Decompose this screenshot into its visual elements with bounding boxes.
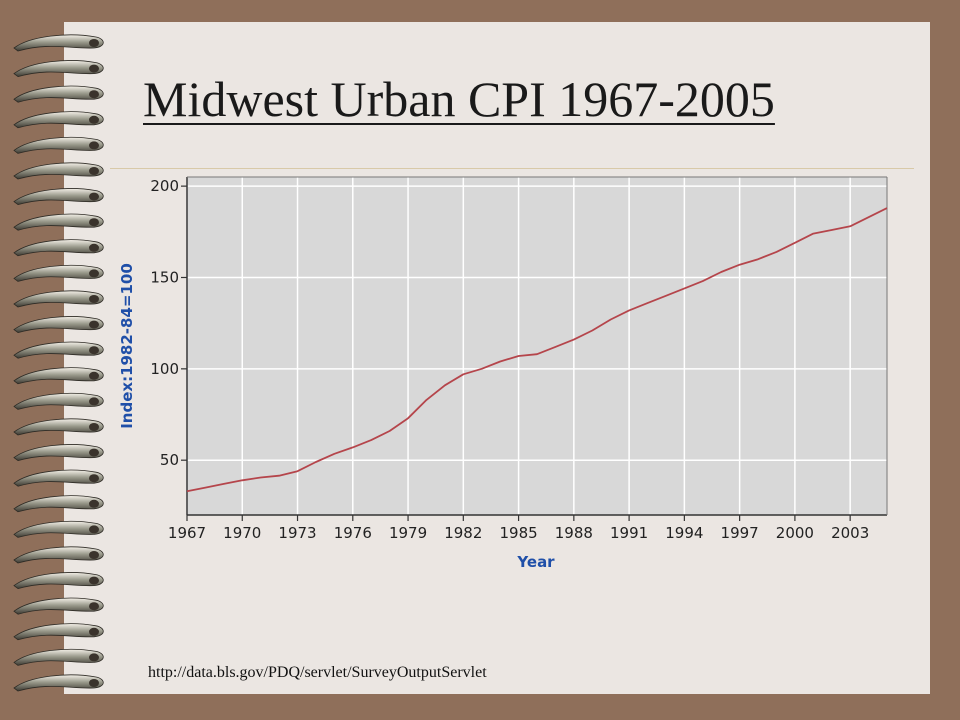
x-tick-label: 1982 (444, 524, 482, 542)
spiral-ring (13, 648, 104, 666)
plot-area (187, 177, 887, 515)
cpi-series-line (186, 207, 888, 493)
x-tick-label: 1970 (223, 524, 261, 542)
spiral-ring (13, 290, 104, 308)
x-tick-label: 1976 (334, 524, 372, 542)
spiral-binding (13, 34, 104, 692)
x-tick-label: 1967 (168, 524, 206, 542)
x-tick-label: 1994 (665, 524, 703, 542)
y-tick-label: 50 (160, 451, 179, 469)
spiral-ring (13, 674, 104, 692)
spiral-ring (13, 444, 104, 462)
x-tick-label: 1997 (721, 524, 759, 542)
spiral-ring (13, 136, 104, 154)
spiral-ring (13, 60, 104, 78)
x-tick-label: 1979 (389, 524, 427, 542)
x-axis-title: Year (516, 553, 555, 571)
slide-title: Midwest Urban CPI 1967-2005 (143, 71, 775, 127)
spiral-ring (13, 546, 104, 564)
spiral-ring (13, 34, 104, 52)
source-url: http://data.bls.gov/PDQ/servlet/SurveyOu… (148, 664, 487, 681)
spiral-ring (13, 188, 104, 206)
spiral-ring (13, 111, 104, 129)
spiral-ring (13, 623, 104, 641)
y-tick-label: 200 (150, 177, 179, 195)
x-tick-label: 1973 (278, 524, 316, 542)
spiral-ring (13, 162, 104, 180)
x-tick-label: 1991 (610, 524, 648, 542)
spiral-ring (13, 264, 104, 282)
spiral-ring (13, 316, 104, 334)
spiral-ring (13, 85, 104, 103)
y-tick-label: 100 (150, 360, 179, 378)
spiral-ring (13, 495, 104, 513)
x-tick-label: 1985 (499, 524, 537, 542)
spiral-ring (13, 597, 104, 615)
spiral-ring (13, 239, 104, 257)
spiral-ring (13, 213, 104, 231)
spiral-ring (13, 341, 104, 359)
spiral-ring (13, 469, 104, 487)
title-divider (110, 168, 914, 169)
y-axis-title: Index:1982-84=100 (118, 263, 136, 429)
x-tick-label: 2000 (776, 524, 814, 542)
x-tick-label: 2003 (831, 524, 869, 542)
spiral-ring (13, 392, 104, 410)
spiral-ring (13, 418, 104, 436)
spiral-ring (13, 367, 104, 385)
y-tick-label: 150 (150, 268, 179, 286)
spiral-ring (13, 520, 104, 538)
spiral-ring (13, 572, 104, 590)
x-tick-label: 1988 (555, 524, 593, 542)
